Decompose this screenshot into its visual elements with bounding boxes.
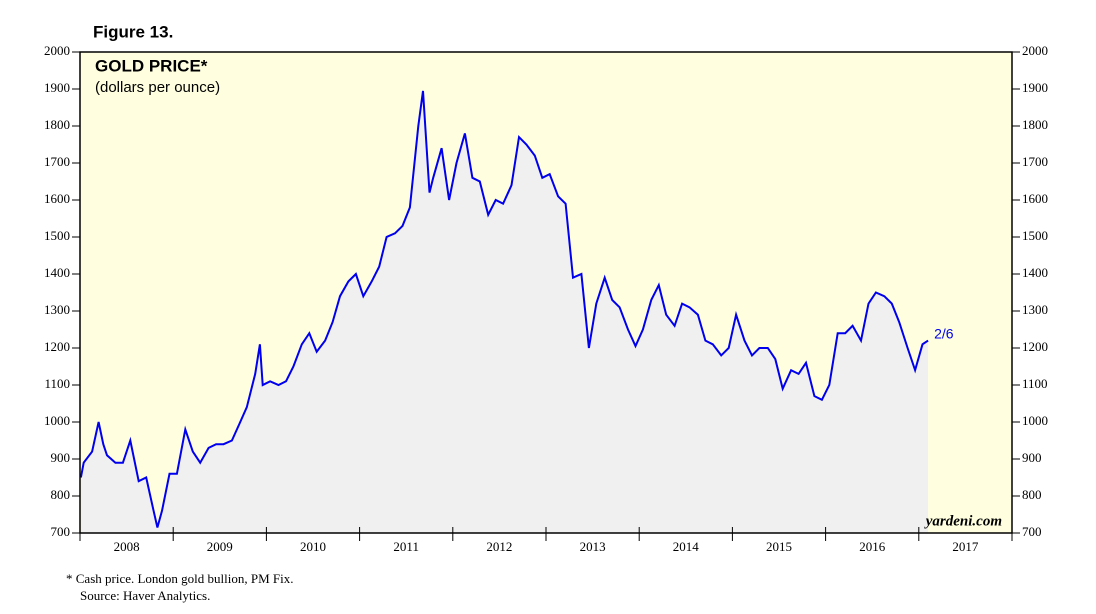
y-tick-label: 700 (51, 524, 71, 539)
y-tick-label: 1200 (44, 339, 70, 354)
y-tick-label: 1000 (44, 413, 70, 428)
source: Source: Haver Analytics. (80, 588, 210, 603)
x-tick-label: 2010 (300, 539, 326, 554)
y2-tick-label: 800 (1022, 487, 1042, 502)
figure-label: Figure 13. (93, 22, 173, 41)
footnote: * Cash price. London gold bullion, PM Fi… (66, 571, 294, 586)
y2-tick-label: 1300 (1022, 302, 1048, 317)
x-tick-label: 2013 (580, 539, 606, 554)
y2-tick-label: 1200 (1022, 339, 1048, 354)
chart-title: GOLD PRICE* (95, 56, 208, 75)
x-tick-label: 2011 (393, 539, 419, 554)
x-tick-label: 2016 (859, 539, 886, 554)
y2-tick-label: 700 (1022, 524, 1042, 539)
y-tick-label: 1700 (44, 154, 70, 169)
x-tick-label: 2009 (207, 539, 233, 554)
area (80, 90, 929, 534)
y2-tick-label: 1800 (1022, 117, 1048, 132)
y-tick-label: 900 (51, 450, 71, 465)
y2-tick-label: 1000 (1022, 413, 1048, 428)
y-tick-label: 1500 (44, 228, 70, 243)
y2-tick-label: 1600 (1022, 191, 1048, 206)
x-tick-label: 2012 (486, 539, 512, 554)
x-tick-label: 2008 (114, 539, 140, 554)
y2-tick-label: 1100 (1022, 376, 1048, 391)
line (79, 90, 929, 528)
x-tick-label: 2014 (673, 539, 700, 554)
y-tick-label: 800 (51, 487, 71, 502)
y-tick-label: 1400 (44, 265, 70, 280)
chart-subtitle: (dollars per ounce) (95, 79, 220, 96)
annotation: 2/6 (934, 325, 954, 341)
y2-tick-label: 1900 (1022, 80, 1048, 95)
y-tick-label: 1900 (44, 80, 70, 95)
y-tick-label: 2000 (44, 43, 70, 58)
y2-tick-label: 900 (1022, 450, 1042, 465)
x-tick-label: 2015 (766, 539, 792, 554)
y2-tick-label: 2000 (1022, 43, 1048, 58)
y2-tick-label: 1500 (1022, 228, 1048, 243)
watermark: yardeni.com (924, 513, 1002, 529)
y-tick-label: 1100 (44, 376, 70, 391)
y-tick-label: 1600 (44, 191, 70, 206)
y-tick-label: 1800 (44, 117, 70, 132)
y2-tick-label: 1400 (1022, 265, 1048, 280)
y2-tick-label: 1700 (1022, 154, 1048, 169)
y-tick-label: 1300 (44, 302, 70, 317)
x-tick-label: 2017 (952, 539, 979, 554)
